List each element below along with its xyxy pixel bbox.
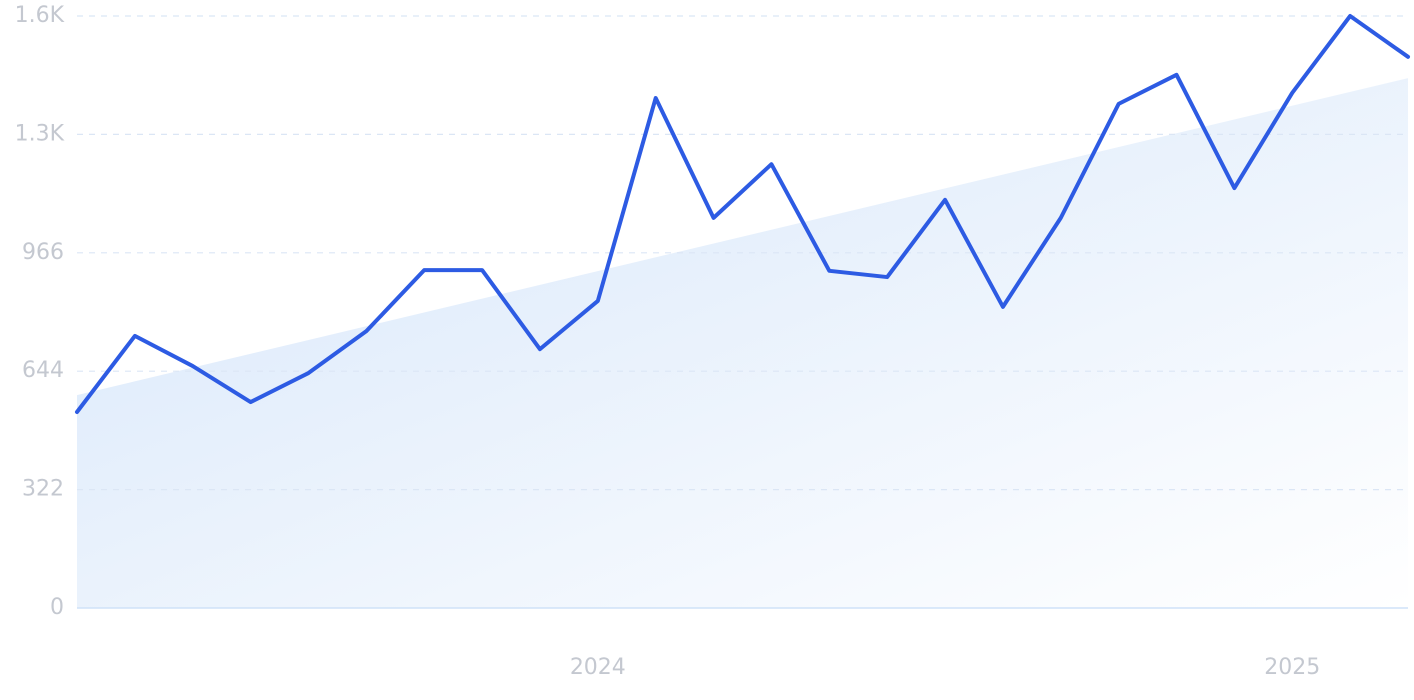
- line: [75, 14, 1410, 415]
- y-tick-label: 322: [22, 477, 64, 502]
- x-tick-label: 2024: [570, 655, 626, 680]
- y-tick-label: 1.6K: [15, 3, 65, 28]
- x-tick-label: 2025: [1264, 655, 1320, 680]
- y-tick-label: 966: [22, 240, 64, 265]
- y-tick-label: 1.3K: [15, 121, 65, 146]
- y-tick-label: 644: [22, 358, 64, 383]
- y-tick-label: 0: [50, 595, 64, 620]
- trend-area: [77, 78, 1408, 609]
